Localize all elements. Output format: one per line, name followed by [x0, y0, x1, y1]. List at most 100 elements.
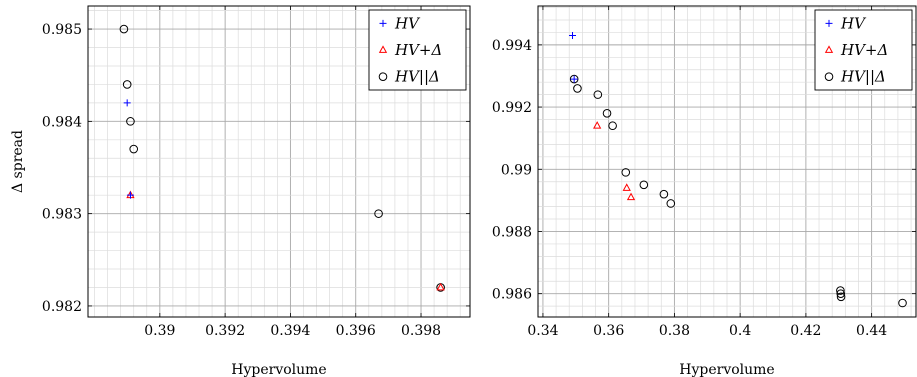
- series-1: [593, 121, 636, 201]
- x-tick: 0.396: [336, 6, 376, 339]
- x-tick: 0.398: [401, 6, 441, 339]
- x-tick: 0.44: [856, 6, 887, 339]
- x-axis-title-right: Hypervolume: [679, 362, 774, 377]
- legend-entry: HV+Δ: [378, 41, 442, 59]
- y-tick-label: 0.986: [492, 287, 532, 303]
- circle-point: [593, 90, 603, 99]
- y-tick-label: 0.984: [42, 114, 82, 130]
- legend-entry: HV||Δ: [378, 68, 440, 86]
- y-tick-label: 0.988: [492, 224, 532, 240]
- y-tick-label: 0.992: [492, 100, 532, 116]
- marks-right: [569, 32, 907, 308]
- y-tick: 0.985: [42, 22, 470, 38]
- x-tick-label: 0.39: [144, 323, 175, 339]
- series-2: [569, 74, 907, 308]
- x-ticks-left: 0.39 0.392 0.394 0.396 0.398: [144, 6, 441, 339]
- y-axis-title-left: Δ spread: [10, 130, 26, 193]
- y-tick: 0.982: [42, 299, 470, 315]
- legend-label: HV||Δ: [394, 68, 440, 86]
- circle-point: [836, 286, 845, 295]
- x-tick: 0.36: [593, 6, 624, 339]
- x-tick-label: 0.34: [527, 323, 558, 339]
- y-tick: 0.983: [42, 207, 470, 223]
- legend-label: HV+Δ: [840, 41, 888, 59]
- plot-frame-left: [87, 5, 471, 318]
- y-tick-label: 0.994: [492, 38, 532, 54]
- circle-point: [639, 180, 649, 190]
- x-tick-label: 0.44: [856, 323, 887, 339]
- y-tick: 0.988: [492, 224, 916, 240]
- y-tick: 0.984: [42, 114, 470, 130]
- y-tick: 0.986: [492, 287, 916, 303]
- series-0: [569, 32, 578, 83]
- y-tick: 0.994: [492, 38, 916, 54]
- plus-point: [570, 75, 578, 83]
- circle-point: [836, 292, 846, 302]
- x-tick-label: 0.38: [659, 323, 690, 339]
- x-tick-label: 0.36: [593, 323, 624, 339]
- x-tick: 0.39: [144, 6, 175, 339]
- legend-plus-marker: [825, 19, 833, 27]
- legend-triangle-marker: [378, 45, 388, 53]
- x-tick-label: 0.392: [205, 323, 245, 339]
- legend-circle-marker: [378, 72, 388, 81]
- x-tick-label: 0.398: [401, 323, 441, 339]
- x-tick: 0.4: [729, 6, 751, 339]
- circle-point: [573, 84, 582, 93]
- plot-frame-right: [537, 5, 917, 318]
- y-ticks-right: 0.986 0.988 0.99 0.992 0.994: [492, 38, 916, 303]
- series-2: [119, 24, 445, 292]
- y-tick-label: 0.985: [42, 22, 82, 38]
- chart-left: 0.39 0.392 0.394 0.396 0.398 0.982 0.983 0.984…: [10, 5, 471, 377]
- circle-point: [659, 189, 669, 199]
- circle-point: [126, 117, 135, 126]
- legend-entry: HV: [379, 14, 421, 32]
- triangle-point: [436, 282, 445, 291]
- x-tick-label: 0.396: [336, 323, 376, 339]
- legend-label: HV||Δ: [840, 68, 886, 86]
- chart-right: 0.34 0.36 0.38 0.4 0.42 0.44 0.9860.9880.990.…: [492, 5, 917, 377]
- x-tick: 0.394: [270, 6, 311, 339]
- legend-label: HV+Δ: [394, 41, 442, 59]
- y-tick-label: 0.99: [501, 162, 532, 178]
- triangle-point: [622, 183, 631, 191]
- circle-point: [122, 80, 132, 89]
- x-tick-label: 0.42: [790, 323, 821, 339]
- triangle-point: [593, 121, 602, 129]
- x-tick-label: 0.394: [270, 323, 310, 339]
- x-ticks-right: 0.34 0.36 0.38 0.4 0.42 0.44: [527, 6, 887, 339]
- circle-point: [608, 121, 617, 131]
- legend-right: HV HV+Δ HV||Δ: [814, 9, 913, 91]
- legend-plus-marker: [379, 19, 387, 27]
- circle-point: [119, 24, 129, 34]
- legend-circle-marker: [824, 72, 834, 81]
- circle-point: [666, 199, 676, 208]
- x-tick: 0.38: [659, 6, 690, 339]
- x-axis-title-left: Hypervolume: [231, 362, 326, 377]
- legend-label: HV: [394, 14, 421, 32]
- series-1: [126, 190, 445, 291]
- marks-left: [119, 24, 445, 292]
- y-tick: 0.99: [501, 162, 916, 178]
- circle-point: [898, 298, 907, 308]
- legend-entry: HV: [825, 14, 867, 32]
- x-tick: 0.42: [790, 6, 821, 339]
- legend-entry: HV||Δ: [824, 68, 886, 86]
- plus-point: [569, 32, 577, 40]
- legend-triangle-marker: [824, 45, 834, 53]
- circle-point: [602, 108, 612, 118]
- legend-label: HV: [840, 14, 867, 32]
- x-tick: 0.392: [205, 6, 245, 339]
- x-tick-label: 0.4: [729, 323, 751, 339]
- x-tick: 0.34: [527, 6, 559, 339]
- circle-point: [129, 144, 139, 154]
- triangle-point: [626, 192, 636, 201]
- series-0: [123, 99, 134, 199]
- legend-entry: HV+Δ: [824, 41, 888, 59]
- legend-left: HV HV+Δ HV||Δ: [368, 9, 467, 91]
- circle-point: [569, 74, 579, 84]
- plus-point: [123, 99, 131, 107]
- circle-point: [621, 168, 631, 177]
- y-ticks-left: 0.982 0.983 0.984 0.985: [42, 22, 470, 315]
